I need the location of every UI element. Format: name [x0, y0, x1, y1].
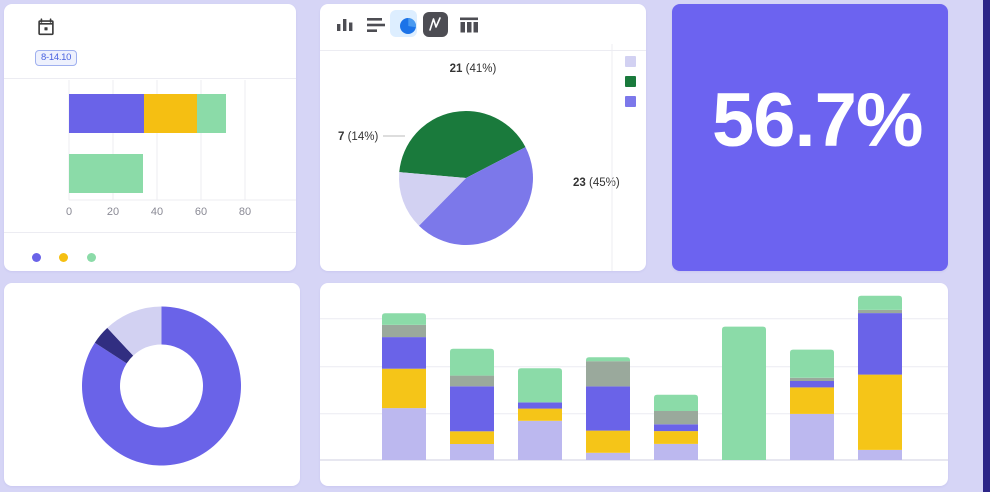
- svg-text:20: 20: [107, 206, 119, 218]
- svg-text:21 (41%): 21 (41%): [450, 63, 497, 75]
- svg-text:0: 0: [66, 206, 72, 218]
- svg-text:60: 60: [195, 206, 207, 218]
- svg-text:23 (45%): 23 (45%): [573, 177, 620, 189]
- svg-text:40: 40: [151, 206, 163, 218]
- svg-text:7 (14%): 7 (14%): [338, 131, 378, 143]
- svg-text:80: 80: [239, 206, 251, 218]
